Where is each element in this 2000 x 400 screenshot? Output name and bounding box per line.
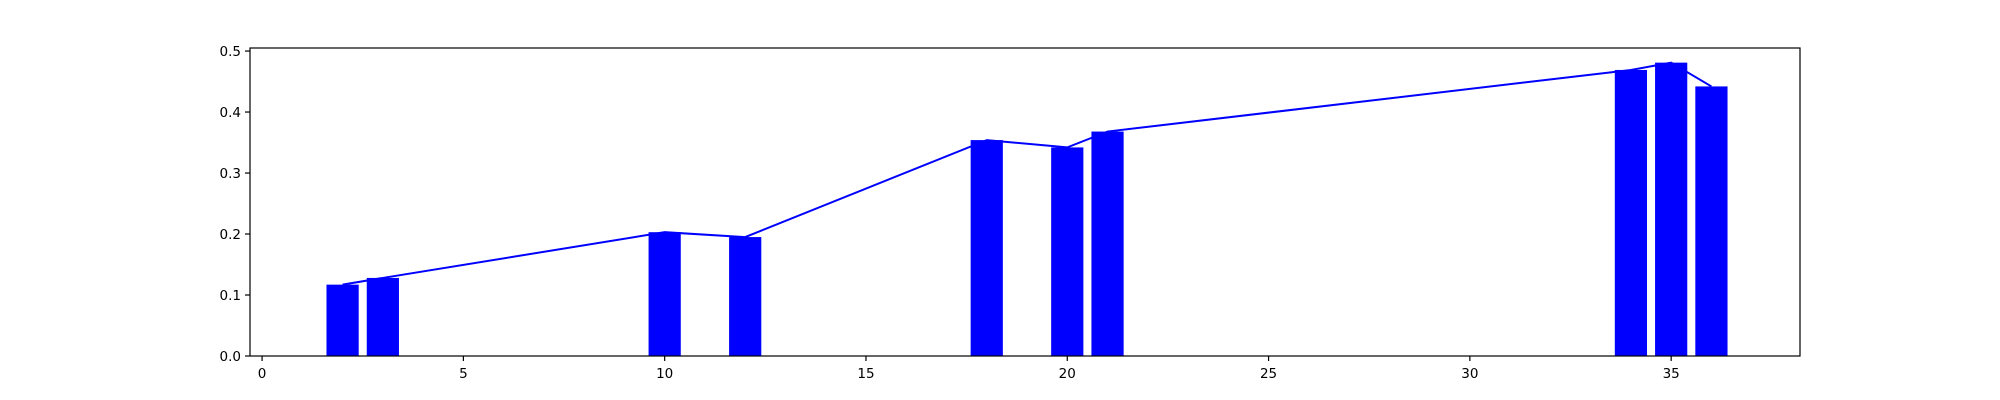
bar-3 — [729, 237, 762, 356]
x-tick-label-7: 35 — [1663, 366, 1680, 382]
plot-frame — [249, 47, 1801, 357]
series-line — [342, 61, 1712, 286]
bar-5 — [1051, 147, 1084, 356]
x-tick-label-3: 15 — [857, 366, 874, 382]
y-tick-label-0: 0.0 — [220, 349, 241, 365]
y-tick-label-2: 0.2 — [220, 227, 241, 243]
bar-7 — [1614, 69, 1648, 357]
bar-8 — [1655, 62, 1688, 356]
y-tick-label-3: 0.3 — [220, 166, 241, 182]
x-tick-label-0: 0 — [258, 366, 267, 382]
bar-9 — [1695, 86, 1728, 356]
x-tick-label-2: 10 — [656, 366, 673, 382]
y-tick-label-5: 0.5 — [220, 44, 241, 60]
bar-4 — [970, 140, 1003, 356]
chart-marks — [326, 61, 1728, 357]
y-tick-label-1: 0.1 — [220, 288, 241, 304]
y-tick-label-4: 0.4 — [220, 105, 241, 121]
bar-6 — [1091, 131, 1124, 356]
bar-1 — [366, 277, 399, 356]
x-tick-label-1: 5 — [459, 366, 468, 382]
bar-0 — [326, 284, 359, 356]
x-tick-label-4: 20 — [1059, 366, 1076, 382]
x-tick-label-5: 25 — [1260, 366, 1277, 382]
chart-axes: 0 5 10 15 20 25 30 35 0.0 0.1 0.2 0.3 0.4 0.5 — [220, 44, 1801, 382]
x-tick-label-6: 30 — [1461, 366, 1478, 382]
bar-2 — [648, 232, 681, 356]
